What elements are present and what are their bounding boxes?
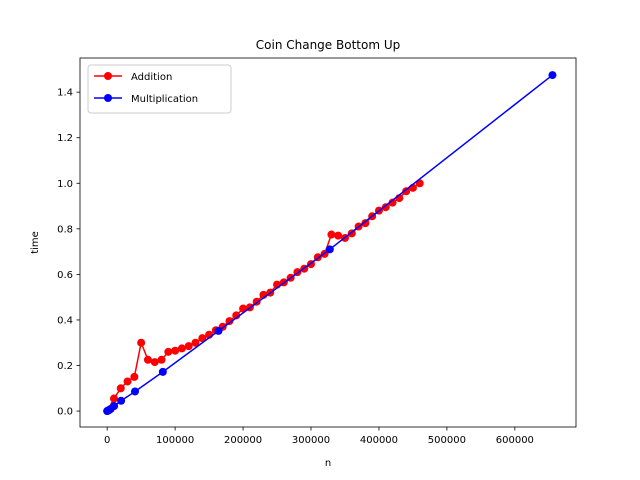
y-tick-label: 1.2 — [57, 133, 73, 144]
addition-data-point — [150, 358, 159, 367]
addition-data-point — [191, 338, 200, 347]
multiplication-data-point — [325, 245, 334, 254]
addition-data-point — [198, 334, 207, 343]
addition-data-point — [232, 311, 241, 320]
y-tick-label: 0.8 — [57, 224, 73, 235]
addition-data-point — [137, 338, 146, 347]
x-tick-label: 400000 — [360, 435, 398, 446]
chart-title: Coin Change Bottom Up — [256, 38, 400, 52]
addition-data-point — [116, 384, 125, 393]
multiplication-data-point — [158, 367, 167, 376]
multiplication-data-point — [214, 326, 223, 335]
addition-data-point — [123, 377, 132, 386]
legend-box — [87, 64, 232, 114]
y-tick-label: 0.6 — [57, 270, 73, 281]
addition-data-point — [171, 346, 180, 355]
legend-multiplication-marker — [104, 94, 112, 102]
addition-data-point — [164, 347, 173, 356]
addition-data-point — [143, 355, 152, 364]
addition-data-point — [225, 317, 234, 326]
x-tick-label: 0 — [104, 435, 110, 446]
legend-multiplication-label: Multiplication — [131, 94, 198, 105]
x-tick-label: 100000 — [156, 435, 194, 446]
addition-data-point — [177, 344, 186, 353]
axes-frame — [79, 57, 577, 428]
x-tick-label: 300000 — [292, 435, 330, 446]
y-tick-label: 1.0 — [57, 179, 73, 190]
addition-data-point — [327, 230, 336, 239]
multiplication-data-point — [117, 396, 126, 405]
addition-data-point — [381, 203, 390, 212]
y-tick-label: 0.4 — [57, 315, 73, 326]
legend-addition-label: Addition — [131, 72, 172, 83]
addition-data-point — [388, 198, 397, 207]
addition-data-point — [184, 342, 193, 351]
addition-data-point — [130, 372, 139, 381]
y-axis-label: time — [30, 231, 41, 254]
legend: Addition Multiplication — [87, 64, 232, 114]
addition-data-point — [402, 187, 411, 196]
y-tick-label: 0.2 — [57, 361, 73, 372]
plot-area — [103, 71, 557, 416]
x-tick-label: 200000 — [224, 435, 262, 446]
y-tick-label: 0.0 — [57, 407, 73, 418]
legend-addition-marker — [104, 72, 112, 80]
addition-data-point — [334, 231, 343, 240]
addition-data-point — [361, 219, 370, 228]
addition-data-point — [157, 355, 166, 364]
x-tick-label: 500000 — [428, 435, 466, 446]
multiplication-data-point — [548, 71, 557, 80]
multiplication-data-point — [131, 387, 140, 396]
addition-data-point — [109, 394, 118, 403]
y-tick-label: 1.4 — [57, 88, 73, 99]
x-tick-label: 600000 — [496, 435, 534, 446]
x-axis-label: n — [325, 458, 331, 469]
multiplication-data-point — [110, 402, 119, 411]
